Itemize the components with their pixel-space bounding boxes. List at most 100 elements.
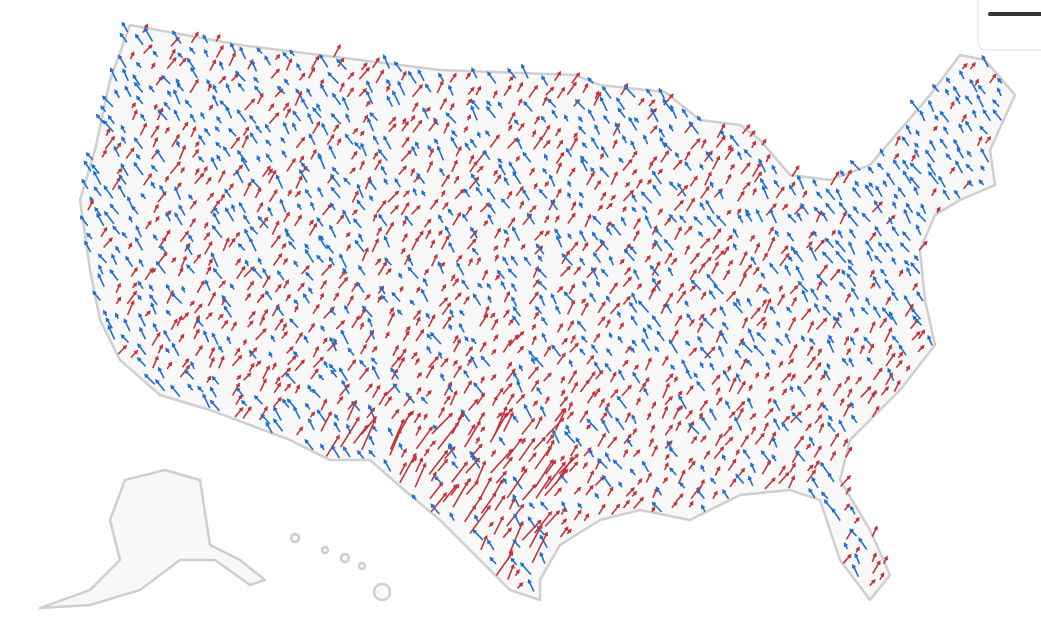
- shift-arrow: [304, 188, 313, 199]
- shift-arrow: [544, 230, 550, 237]
- shift-arrow: [689, 252, 700, 265]
- shift-arrow: [137, 294, 143, 301]
- shift-arrow: [339, 416, 360, 448]
- shift-arrow: [625, 486, 635, 497]
- shift-arrow: [361, 246, 369, 262]
- shift-arrow: [696, 380, 706, 392]
- shift-arrow: [402, 117, 407, 125]
- shift-arrow: [335, 319, 346, 330]
- shift-arrow: [869, 320, 876, 334]
- shift-arrow: [293, 299, 299, 306]
- button-frame[interactable]: [977, 0, 1041, 51]
- shift-arrow: [230, 42, 237, 54]
- shift-arrow: [742, 263, 753, 275]
- shift-arrow: [742, 448, 751, 460]
- shift-arrow: [592, 251, 602, 264]
- shift-arrow: [426, 333, 432, 340]
- shift-arrow: [228, 127, 237, 137]
- shift-arrow: [605, 318, 611, 329]
- shift-arrow: [148, 85, 155, 93]
- shift-arrow: [411, 101, 419, 113]
- shift-arrow: [213, 206, 220, 215]
- shift-arrow: [157, 366, 165, 379]
- shift-arrow: [520, 243, 526, 250]
- shift-arrow: [690, 137, 701, 150]
- shift-arrow: [842, 553, 852, 564]
- shift-arrow: [400, 247, 406, 255]
- shift-arrow: [209, 356, 215, 368]
- shift-arrow: [230, 136, 241, 150]
- shift-arrow: [204, 240, 213, 255]
- shift-arrow: [351, 315, 360, 329]
- shift-arrow: [619, 258, 625, 265]
- shift-arrow: [151, 267, 157, 274]
- shift-arrow: [699, 399, 708, 412]
- shift-arrow: [753, 171, 763, 183]
- shift-arrow: [217, 313, 224, 320]
- shift-arrow: [387, 190, 400, 203]
- shift-arrow: [522, 151, 532, 163]
- shift-arrow: [579, 201, 584, 209]
- shift-arrow: [342, 209, 352, 225]
- shift-arrow: [466, 238, 477, 250]
- shift-arrow: [339, 81, 345, 93]
- shift-arrow: [607, 436, 618, 449]
- shift-arrow: [390, 356, 402, 368]
- shift-arrow: [825, 188, 836, 201]
- shift-arrow: [727, 259, 734, 267]
- shift-arrow: [415, 328, 425, 342]
- shift-arrow: [573, 509, 582, 521]
- shift-arrow: [880, 268, 887, 277]
- shift-arrow: [487, 295, 492, 304]
- shift-arrow: [118, 174, 127, 185]
- shift-arrow: [805, 403, 812, 411]
- shift-arrow: [629, 245, 637, 255]
- shift-arrow: [392, 383, 401, 394]
- shift-arrow: [351, 209, 358, 216]
- shift-arrow: [801, 289, 809, 303]
- shift-arrow: [469, 160, 478, 173]
- shift-arrow: [358, 66, 371, 80]
- shift-arrow: [189, 46, 196, 55]
- shift-arrow: [536, 386, 543, 395]
- shift-arrow: [328, 363, 337, 373]
- collapse-button[interactable]: [977, 0, 1041, 51]
- shift-arrow: [345, 113, 351, 123]
- shift-arrow: [750, 425, 756, 435]
- shift-arrow: [327, 71, 340, 84]
- shift-arrow: [631, 150, 638, 159]
- shift-arrow: [485, 130, 491, 137]
- shift-arrow: [441, 201, 449, 211]
- shift-arrow: [726, 209, 732, 216]
- shift-arrow: [984, 135, 992, 144]
- shift-arrow: [560, 375, 565, 384]
- shift-arrow: [594, 361, 602, 372]
- shift-arrow: [190, 113, 196, 123]
- shift-arrow: [771, 164, 778, 175]
- shift-arrow: [437, 458, 449, 472]
- shift-arrow: [616, 395, 628, 409]
- shift-arrow: [449, 309, 455, 318]
- shift-arrow: [300, 265, 310, 275]
- shift-arrow: [622, 276, 633, 288]
- shift-arrow: [664, 453, 670, 461]
- shift-arrow: [262, 365, 270, 380]
- shift-arrow: [797, 174, 805, 190]
- shift-arrow: [511, 296, 518, 307]
- shift-arrow: [781, 203, 789, 211]
- shift-arrow: [732, 242, 738, 251]
- shift-arrow: [256, 155, 261, 162]
- shift-arrow: [592, 215, 602, 226]
- shift-arrow: [712, 490, 718, 500]
- shift-arrow: [493, 245, 499, 252]
- shift-arrow: [688, 318, 695, 327]
- shift-arrow: [637, 477, 643, 485]
- shift-arrow: [725, 173, 732, 185]
- shift-arrow: [567, 369, 577, 385]
- shift-arrow: [542, 139, 551, 149]
- shift-arrow: [609, 371, 617, 383]
- shift-arrow: [886, 172, 896, 186]
- shift-arrow: [362, 114, 369, 124]
- shift-arrow: [619, 322, 624, 330]
- shift-arrow: [749, 234, 755, 242]
